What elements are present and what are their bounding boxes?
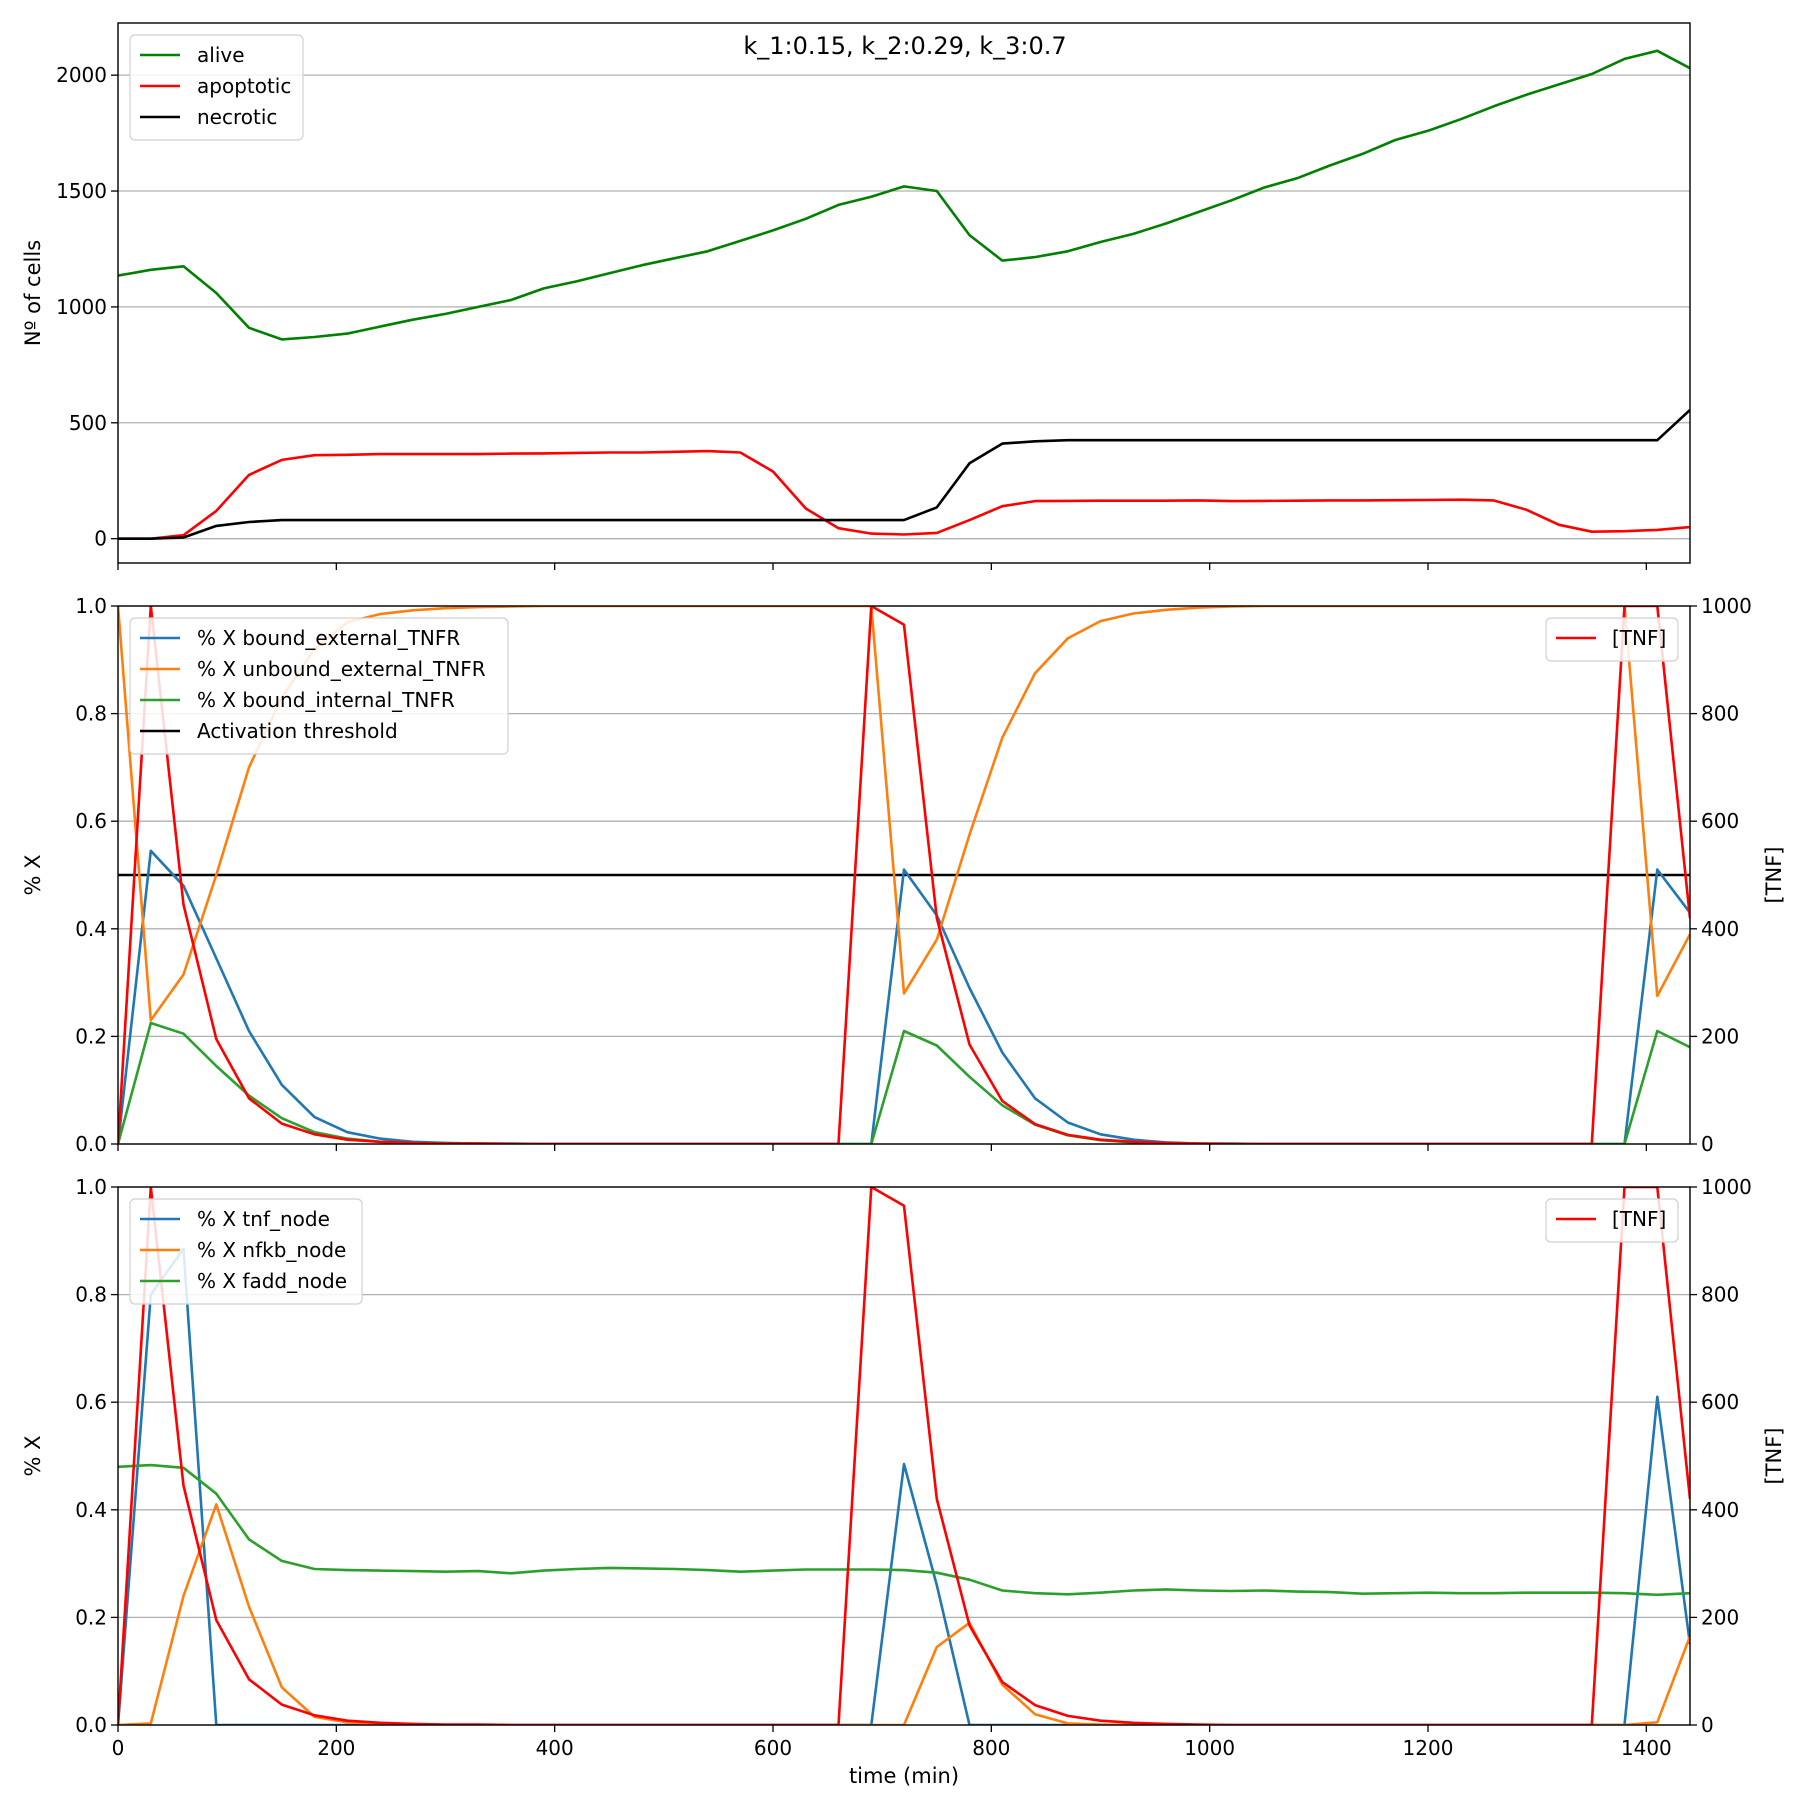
y-tick-label: 0.8 [75,702,107,726]
legend: alive apoptotic necrotic [129,34,304,141]
chart-panel-3: 0.0 0.2 0.4 0.6 0.8 1.0 0 200 400 600 800 1000 0 200 4… [21,1175,1786,1788]
y-tick-label: 0.6 [75,809,107,833]
series-line-3 [118,409,1690,541]
x-tick-label: 600 [754,1736,792,1760]
y-tick-label: 0.2 [75,1024,107,1048]
y-right-tick-label: 0 [1701,1713,1714,1737]
y-axis-label: Nº of cells [21,240,45,346]
y-right-tick-label: 600 [1701,1390,1739,1414]
series-line-2 [118,606,1690,1022]
y-right-tick-label: 200 [1701,1024,1739,1048]
chart-title: k_1:0.15, k_2:0.29, k_3:0.7 [743,32,1066,60]
plot-frame [117,22,1691,564]
legend-label: % X unbound_external_TNFR [197,657,486,681]
legend-label: apoptotic [197,74,291,98]
legend-box [129,617,509,755]
series-line-3 [118,1463,1690,1597]
y-tick-label: 1.0 [75,594,107,618]
legend-label: % X nfkb_node [197,1238,346,1262]
legend-right: [TNF] [1545,1198,1679,1243]
y-tick-label: 0.6 [75,1390,107,1414]
y-right-tick-label: 0 [1701,1132,1714,1156]
legend-label: % X bound_external_TNFR [197,626,460,650]
series-line-3 [118,1021,1690,1144]
plot-frame [117,1186,1691,1726]
x-tick-label: 1200 [1403,1736,1454,1760]
legend-right: [TNF] [1545,617,1679,662]
y-tick-label: 0 [94,527,107,551]
legend-label: alive [197,43,245,67]
legend: % X tnf_node % X nfkb_node % X fadd_node [129,1198,363,1305]
chart-panel-1: 0 500 1000 1500 2000 k_1:0.15, k_2:0.29, k_3:… [21,22,1691,570]
x-tick-label: 1000 [1184,1736,1235,1760]
y-right-axis-label: [TNF] [1762,846,1786,903]
x-axis-label: time (min) [849,1764,959,1788]
y-right-tick-label: 400 [1701,1498,1739,1522]
y-tick-label: 2000 [56,63,107,87]
y-right-tick-label: 1000 [1701,1175,1752,1199]
y-right-tick-label: 800 [1701,702,1739,726]
legend-right-box [1545,617,1679,662]
legend-right-box [1545,1198,1679,1243]
series-line-1 [118,1247,1690,1725]
y-tick-label: 0.0 [75,1132,107,1156]
y-right-tick-label: 800 [1701,1283,1739,1307]
series-line-1 [118,849,1690,1144]
x-tick-label: 400 [536,1736,574,1760]
y-axis-label: % X [21,1435,45,1476]
y-tick-label: 1500 [56,179,107,203]
y-tick-label: 500 [69,411,107,435]
y-tick-label: 1000 [56,295,107,319]
series-lines [118,1187,1690,1725]
legend-right-label: [TNF] [1612,626,1666,650]
series-lines [118,606,1690,1144]
y-tick-label: 0.4 [75,917,107,941]
y-tick-label: 0.4 [75,1498,107,1522]
x-tick-label: 0 [112,1736,125,1760]
series-line-right-1 [118,1187,1690,1725]
legend-right-label: [TNF] [1612,1207,1666,1231]
x-tick-label: 800 [972,1736,1010,1760]
legend-label: % X bound_internal_TNFR [197,688,455,712]
y-right-tick-label: 400 [1701,917,1739,941]
y-tick-label: 0.8 [75,1283,107,1307]
series-line-1 [118,49,1690,341]
y-axis-label: % X [21,854,45,895]
y-right-axis-label: [TNF] [1762,1427,1786,1484]
y-right-tick-label: 200 [1701,1605,1739,1629]
plot-frame [117,605,1691,1145]
series-line-2 [118,449,1690,541]
series-line-2 [118,1503,1690,1725]
y-right-tick-label: 1000 [1701,594,1752,618]
legend-label: % X tnf_node [197,1207,330,1231]
x-tick-label: 1400 [1621,1736,1672,1760]
x-tick-label: 200 [317,1736,355,1760]
legend-label: necrotic [197,105,277,129]
y-tick-label: 0.0 [75,1713,107,1737]
series-line-right-1 [118,606,1690,1144]
legend-box [129,1198,363,1305]
y-tick-label: 1.0 [75,1175,107,1199]
legend-label: % X fadd_node [197,1269,347,1293]
legend: % X bound_external_TNFR % X unbound_exter… [129,617,509,755]
legend-box [129,34,304,141]
series-lines [118,49,1690,541]
legend-label: Activation threshold [197,719,398,743]
y-right-tick-label: 600 [1701,809,1739,833]
chart-panel-2: 0.0 0.2 0.4 0.6 0.8 1.0 0 200 400 600 800 1000 % X [T… [21,594,1786,1156]
y-tick-label: 0.2 [75,1605,107,1629]
